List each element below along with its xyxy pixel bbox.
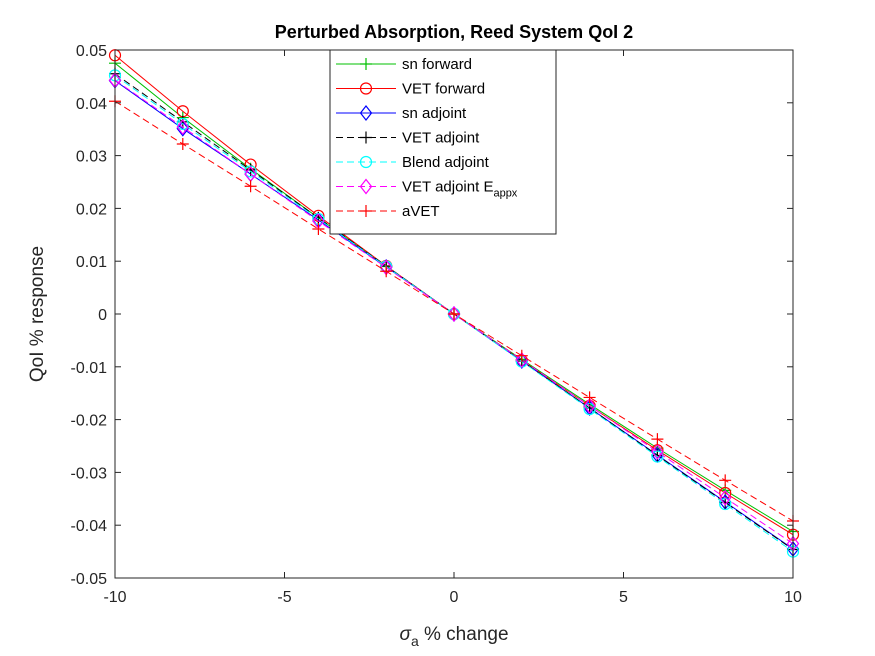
data-point-6-3 [312,222,325,235]
data-point-2-6 [515,353,529,369]
data-point-6-9 [719,474,732,487]
chart-title: Perturbed Absorption, Reed System QoI 2 [275,22,633,42]
y-tick-label-4: 0.01 [76,254,107,271]
data-point-5-6 [515,351,529,368]
legend-label-3: VET adjoint [402,130,480,147]
legend-label-text-6: aVET [402,203,440,220]
y-tick-label-5: 0 [98,307,107,324]
legend-marker-0 [360,58,372,70]
legend-label-text-4: Blend adjoint [402,154,490,171]
legend-label-1: VET forward [402,81,485,98]
y-tick-label-8: -0.03 [71,465,108,482]
y-tick-label-6: -0.01 [71,360,108,377]
data-point-4-9 [719,497,732,511]
x-axis-label-subscript: a [411,633,419,649]
data-point-4-7 [583,402,596,416]
data-point-6-1 [176,137,189,150]
tick-layer: -10 -5 0 5 10 0.05 0.04 0.03 0.02 0.01 0 -0.01 -0.02… [71,43,802,606]
y-tick-label-0: 0.05 [76,43,107,60]
data-point-3-1 [176,115,189,128]
y-tick-label-9: -0.04 [71,518,108,535]
x-axis-label-text: % change [419,624,509,645]
legend-marker-2 [359,105,373,121]
y-axis-label: QoI % response [27,246,48,382]
y-tick-label-10: -0.05 [71,571,108,588]
data-point-5-9 [718,489,732,506]
x-axis-label: σa % change [399,624,508,649]
y-tick-label-3: 0.02 [76,201,107,218]
data-point-6-7 [583,391,596,404]
series-line-3 [114,73,794,550]
legend-label-2: sn adjoint [402,105,467,122]
legend-label-5: VET adjoint Eappx [402,179,518,200]
legend-marker-1 [359,82,373,95]
data-point-5-5 [447,306,461,322]
data-point-4-2 [244,165,257,178]
legend-marker-3 [360,131,372,144]
legend-marker-4 [359,155,373,169]
data-point-6-6 [515,349,528,362]
data-point-6-5 [448,308,460,320]
x-tick-label-3: 5 [619,589,628,606]
x-tick-label-4: 10 [784,589,802,606]
data-point-6-8 [651,433,664,446]
legend-label-text-0: sn forward [402,56,472,73]
x-tick-label-2: 0 [450,589,459,606]
legend: sn forward VET forward sn adjoint VET adjoi… [329,49,557,235]
data-point-6-4 [380,265,393,278]
legend-label-0: sn forward [402,56,472,73]
series-6 [109,95,799,527]
legend-label-text-5: VET adjoint E [402,179,493,196]
x-axis-label-symbol: σ [399,624,412,645]
y-tick-label-1: 0.04 [76,96,107,113]
legend-box [329,49,557,235]
legend-label-text-1: VET forward [402,81,485,98]
legend-label-6: aVET [402,203,440,220]
data-point-5-7 [583,397,596,414]
series-line-4 [114,74,794,553]
data-point-6-2 [244,180,257,193]
data-point-5-8 [651,443,664,460]
legend-label-subscript-5: appx [493,188,517,200]
y-tick-label-2: 0.03 [76,149,107,166]
data-point-2-1 [176,120,190,137]
x-tick-label-1: -5 [277,589,291,606]
data-point-4-8 [651,450,664,463]
y-tick-label-7: -0.02 [71,413,108,430]
x-tick-label-0: -10 [103,589,126,606]
legend-label-text-2: sn adjoint [402,105,467,122]
legend-label-4: Blend adjoint [402,154,490,171]
data-point-4-1 [176,117,189,131]
data-point-5-1 [176,119,190,136]
legend-marker-6 [360,205,372,217]
legend-marker-5 [359,178,373,195]
legend-label-text-3: VET adjoint [402,130,480,147]
series-layer [108,49,800,558]
